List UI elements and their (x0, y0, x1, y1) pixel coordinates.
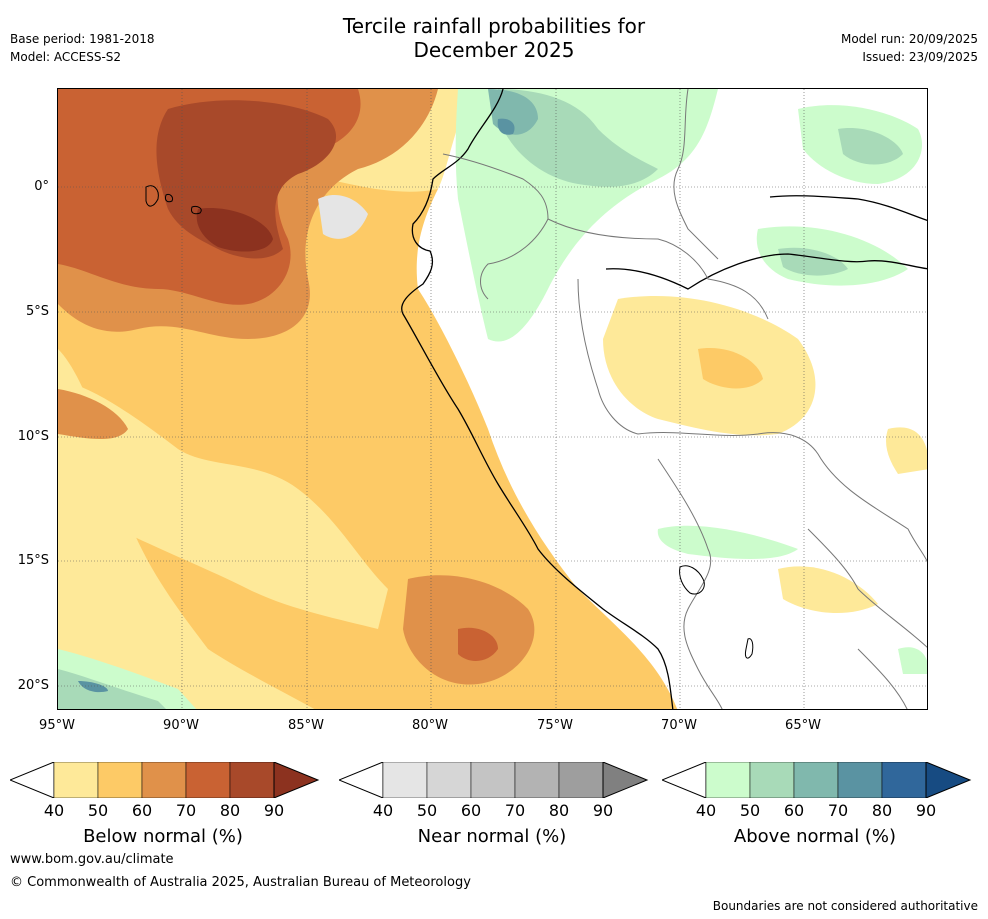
map-title: Tercile rainfall probabilities for Decem… (0, 14, 988, 62)
above-normal-se (898, 647, 927, 674)
lake-titicaca (679, 565, 705, 595)
colorbar-near-bin-40 (382, 761, 428, 799)
cb-below-tick-50: 50 (87, 801, 109, 820)
above-normal-south (657, 525, 798, 559)
lon-label-75w: 75°W (537, 718, 573, 733)
colorbar-below-bin-60 (141, 761, 187, 799)
above-70-sw (78, 681, 108, 693)
colorbar-above-low-arrow (660, 761, 707, 799)
colorbar-below-label: Below normal (%) (83, 826, 243, 847)
footer-url: www.bom.gov.au/climate (10, 852, 174, 867)
colorbar-near-bin-70 (514, 761, 560, 799)
lon-label-80w: 80°W (412, 718, 448, 733)
country-borders (442, 89, 927, 709)
lat-label-15s: 15°S (17, 553, 49, 568)
colorbar-below-normal-svg (8, 761, 320, 799)
map-panel (57, 88, 928, 710)
lat-label-0: 0° (34, 179, 49, 194)
galapagos-islet (165, 194, 173, 203)
colorbar-above-bin-60 (793, 761, 839, 799)
lon-label-90w: 90°W (163, 718, 199, 733)
galapagos-islands (145, 185, 159, 207)
ocean-below-90-core (196, 208, 273, 252)
colorbar-above-bin-80 (881, 761, 927, 799)
south-land-below-patch (778, 566, 878, 614)
cb-above-tick-80: 80 (871, 801, 893, 820)
colorbar-near-normal-svg (337, 761, 649, 799)
ocean-lighter-patch (58, 379, 388, 629)
cb-near-tick-50: 50 (416, 801, 438, 820)
title-line-1: Tercile rainfall probabilities for (342, 14, 646, 38)
colorbar-near-bin-60 (470, 761, 516, 799)
colorbar-near-label: Near normal (%) (417, 826, 567, 847)
cb-below-tick-40: 40 (43, 801, 65, 820)
title-line-2: December 2025 (413, 38, 575, 62)
colorbar-below-bin-80 (229, 761, 275, 799)
lon-label-65w: 65°W (785, 718, 821, 733)
colorbar-near-bin-80 (558, 761, 604, 799)
colorbar-below-low-arrow (8, 761, 55, 799)
south-below-70-patch (458, 627, 498, 661)
lat-label-5s: 5°S (25, 304, 49, 319)
cb-below-tick-80: 80 (219, 801, 241, 820)
east-land-below-patch (886, 427, 927, 474)
graticule (58, 89, 927, 709)
colorbar-above-normal-svg (660, 761, 972, 799)
issued-text: Issued: 23/09/2025 (862, 50, 978, 64)
land-below-50-patch (698, 348, 763, 389)
colorbar-below-bin-40 (53, 761, 99, 799)
lon-label-95w: 95°W (39, 718, 75, 733)
above-70-north (497, 118, 515, 135)
cb-above-tick-60: 60 (783, 801, 805, 820)
lat-label-10s: 10°S (17, 429, 49, 444)
colorbar-below-bin-70 (185, 761, 231, 799)
cb-near-tick-40: 40 (372, 801, 394, 820)
meta-right: Model run: 20/09/2025 Issued: 23/09/2025 (841, 32, 978, 64)
colorbar-near-bin-50 (426, 761, 472, 799)
colorbar-below-bin-50 (97, 761, 143, 799)
north-river (769, 195, 927, 221)
galapagos-islet-2 (191, 206, 202, 215)
colorbar-above-normal (660, 761, 972, 799)
lon-label-70w: 70°W (661, 718, 697, 733)
cb-near-tick-60: 60 (460, 801, 482, 820)
footer-disclaimer: Boundaries are not considered authoritat… (712, 899, 978, 913)
colorbar-above-bin-50 (749, 761, 795, 799)
colorbar-near-low-arrow (337, 761, 384, 799)
rainfall-map (58, 89, 927, 709)
colorbar-above-bin-70 (837, 761, 883, 799)
near-normal-patch-ocean (318, 194, 368, 239)
lon-label-85w: 85°W (288, 718, 324, 733)
colorbar-below-high-arrow (273, 761, 320, 799)
model-run-text: Model run: 20/09/2025 (840, 32, 978, 46)
cb-below-tick-60: 60 (131, 801, 153, 820)
west-below-60-patch (58, 389, 128, 439)
cb-above-tick-90: 90 (915, 801, 937, 820)
colorbar-above-high-arrow (925, 761, 972, 799)
meta-left: Base period: 1981-2018 Model: ACCESS-S2 (10, 32, 155, 64)
cb-above-tick-50: 50 (739, 801, 761, 820)
colorbar-above-label: Above normal (%) (733, 826, 897, 847)
cb-below-tick-70: 70 (175, 801, 197, 820)
lat-label-20s: 20°S (17, 678, 49, 693)
colorbar-near-high-arrow (602, 761, 649, 799)
base-period-text: Base period: 1981-2018 (10, 32, 155, 46)
model-text: Model: ACCESS-S2 (10, 50, 122, 64)
cb-above-tick-70: 70 (827, 801, 849, 820)
cb-below-tick-90: 90 (263, 801, 285, 820)
cb-above-tick-40: 40 (695, 801, 717, 820)
lake-poopo (745, 638, 754, 659)
amazon-river (605, 253, 927, 290)
cb-near-tick-90: 90 (592, 801, 614, 820)
cb-near-tick-80: 80 (548, 801, 570, 820)
cb-near-tick-70: 70 (504, 801, 526, 820)
coastline (401, 89, 674, 709)
above-50-north (498, 89, 658, 187)
colorbar-above-bin-40 (705, 761, 751, 799)
colorbar-below-normal (8, 761, 320, 799)
above-50-ne (838, 128, 903, 165)
above-50-sw (58, 669, 166, 709)
footer-copyright: © Commonwealth of Australia 2025, Austra… (10, 875, 471, 890)
colorbar-near-normal (337, 761, 649, 799)
